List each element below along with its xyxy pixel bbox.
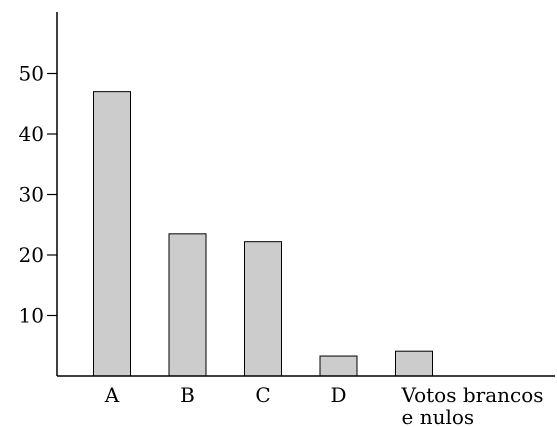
- bar-a: [93, 91, 131, 377]
- bar-c: [244, 241, 282, 377]
- x-label-b: B: [180, 383, 195, 407]
- x-label-a: A: [104, 383, 120, 407]
- y-tick-label-10: 10: [19, 304, 44, 328]
- x-labels-group: A B C D Votos brancos e nulos: [104, 383, 544, 427]
- y-tick-label-50: 50: [19, 62, 44, 86]
- y-tick-label-20: 20: [19, 243, 44, 267]
- y-tick-label-40: 40: [19, 122, 44, 146]
- y-tick-label-30: 30: [19, 183, 44, 207]
- bar-d: [319, 355, 358, 377]
- x-label-votos-brancos-e-nulos: Votos brancos e nulos: [401, 383, 544, 427]
- bars-group: [93, 91, 433, 377]
- y-ticks-group: 10 20 30 40 50: [19, 62, 57, 328]
- x-label-d: D: [330, 383, 346, 407]
- bar-votos-brancos-e-nulos: [395, 350, 433, 377]
- x-label-c: C: [255, 383, 270, 407]
- bar-b: [168, 233, 207, 377]
